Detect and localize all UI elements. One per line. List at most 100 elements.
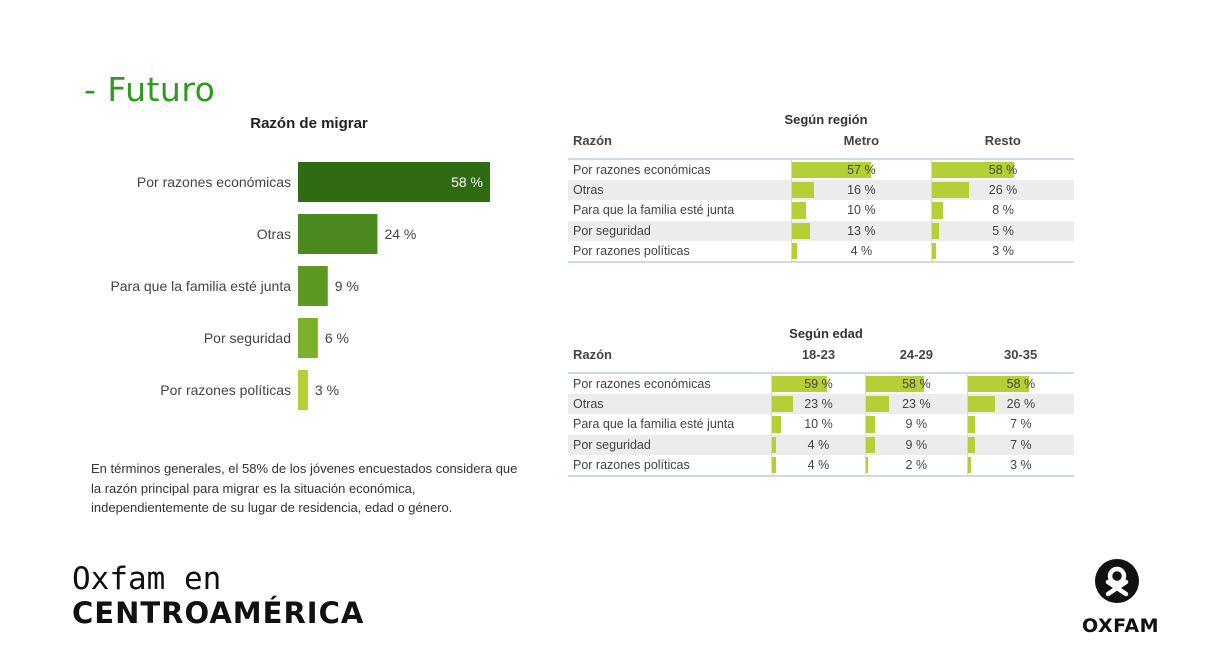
category-label: Otras: [257, 226, 291, 242]
value-cell: 9 %: [864, 434, 968, 455]
table-row: Por razones políticas 4 % 2 % 3 %: [568, 455, 1074, 477]
value-label: 24 %: [384, 226, 416, 242]
bar-4: [298, 318, 318, 358]
value-cell: 58 %: [966, 372, 1074, 394]
value-cell: 7 %: [966, 434, 1074, 455]
row-label: Por razones políticas: [568, 241, 792, 263]
header-row: Razón Metro Resto: [568, 133, 1074, 159]
table-row: Por razones económicas 59 % 58 % 58 %: [568, 372, 1074, 394]
value-cell: 2 %: [864, 455, 968, 477]
value-text: 7 %: [1010, 417, 1032, 432]
value-text: 13 %: [847, 223, 876, 238]
value-cell: 3 %: [931, 241, 1074, 263]
row-label: Para que la familia esté junta: [573, 417, 735, 432]
value-bar: [967, 416, 976, 433]
value-bar: [791, 162, 872, 178]
value-text: 4 %: [807, 457, 830, 472]
table-row: Por seguridad 13 % 5 %: [568, 220, 1074, 241]
value-text: 58 %: [988, 162, 1018, 177]
value-text: 58 %: [1006, 376, 1036, 391]
value-text: 23 %: [902, 396, 931, 411]
value-text: 59 %: [804, 376, 833, 391]
value-text: 26 %: [1006, 396, 1036, 411]
value-cell: 58 %: [931, 158, 1074, 180]
value-cell: 58 %: [864, 372, 968, 394]
value-bar: [771, 436, 776, 453]
row-label: Por seguridad: [568, 220, 792, 241]
value-bar: [932, 222, 940, 239]
table-row: Por seguridad 4 % 9 % 7 %: [568, 434, 1074, 455]
value-text: 23 %: [804, 396, 833, 411]
value-text: 58 %: [902, 376, 931, 391]
value-cell: 23 %: [864, 393, 968, 414]
value-text: 4 %: [850, 243, 873, 258]
value-text: 3 %: [992, 243, 1014, 258]
category-label: Por razones políticas: [160, 382, 291, 398]
table-row: Por razones económicas 57 % 58 %: [568, 158, 1074, 180]
value-text: 3 %: [1010, 457, 1032, 472]
table-header: Razón 18-23 24-29 30-35: [568, 347, 1074, 373]
region-table: Razón Metro Resto Por razones económicas 57 …: [568, 133, 1074, 263]
table-row: Otras 16 % 26 %: [568, 179, 1074, 200]
row-label: Por razones económicas: [568, 158, 792, 180]
category-label: Por razones económicas: [137, 174, 291, 190]
chart-title: Razón de migrar: [250, 115, 368, 132]
value-text: 9 %: [905, 417, 928, 432]
column-header: 18-23: [801, 347, 836, 362]
value-cell: 3 %: [966, 455, 1074, 477]
value-cell: 5 %: [931, 220, 1074, 241]
value-cell: 57 %: [790, 158, 932, 180]
value-bar: [771, 395, 794, 412]
value-text: 26 %: [988, 182, 1018, 197]
value-bar: [865, 416, 875, 433]
oxfam-logo: OXFAM: [1082, 558, 1160, 637]
value-cell: 8 %: [931, 200, 1074, 221]
value-cell: 26 %: [966, 393, 1074, 414]
value-bar: [932, 202, 944, 219]
value-text: 10 %: [804, 417, 833, 432]
value-cell: 9 %: [864, 414, 968, 435]
value-bar: [967, 376, 1030, 392]
value-bar: [865, 376, 925, 392]
value-bar: [771, 416, 782, 433]
value-bar: [932, 243, 937, 259]
table-row: Para que la familia esté junta 10 % 8 %: [568, 200, 1074, 221]
value-bar: [865, 457, 868, 473]
value-bar: [932, 162, 1015, 178]
table-header: Razón Metro Resto: [568, 133, 1074, 159]
row-label: Para que la familia esté junta: [573, 203, 735, 218]
row-label: Por razones políticas: [568, 455, 772, 477]
oxfam-wordmark: OXFAM: [1082, 615, 1160, 637]
value-text: 8 %: [992, 203, 1014, 218]
header-row: Razón 18-23 24-29 30-35: [568, 347, 1074, 373]
column-header: Resto: [984, 133, 1021, 148]
value-bar: [865, 436, 875, 453]
row-header: Razón: [573, 347, 612, 362]
value-bar: [791, 202, 806, 219]
row-label: Por razones económicas: [568, 372, 772, 394]
column-header: 24-29: [899, 347, 933, 362]
value-cell: 10 %: [770, 414, 866, 435]
value-text: 5 %: [992, 223, 1014, 238]
value-label: 58 %: [451, 174, 483, 190]
column-header: Metro: [843, 133, 880, 148]
row-header: Razón: [573, 133, 612, 148]
value-bar: [791, 243, 798, 259]
value-label: 9 %: [335, 278, 359, 294]
value-text: 57 %: [847, 162, 876, 177]
oxfam-emblem-icon: [1095, 559, 1139, 603]
value-bar: [967, 436, 976, 453]
oxfam-centroamerica-logo: Oxfam en CENTROAMÉRICA: [72, 562, 364, 630]
value-cell: 23 %: [770, 393, 866, 414]
table-body: Por razones económicas 57 % 58 % Otras 16 % 2…: [568, 158, 1074, 263]
value-bar: [771, 376, 827, 392]
section-title: - Futuro: [84, 70, 216, 109]
value-text: 4 %: [807, 437, 830, 452]
row-label: Otras: [568, 179, 792, 200]
value-bar: [967, 395, 996, 412]
column-header: 30-35: [1003, 347, 1038, 362]
age-table: Razón 18-23 24-29 30-35 Por razones económic…: [568, 347, 1074, 477]
value-cell: 4 %: [770, 455, 866, 477]
value-bar: [932, 181, 969, 198]
main-bar-chart: Razón de migrar Por razones económicas 58 …: [110, 115, 490, 410]
